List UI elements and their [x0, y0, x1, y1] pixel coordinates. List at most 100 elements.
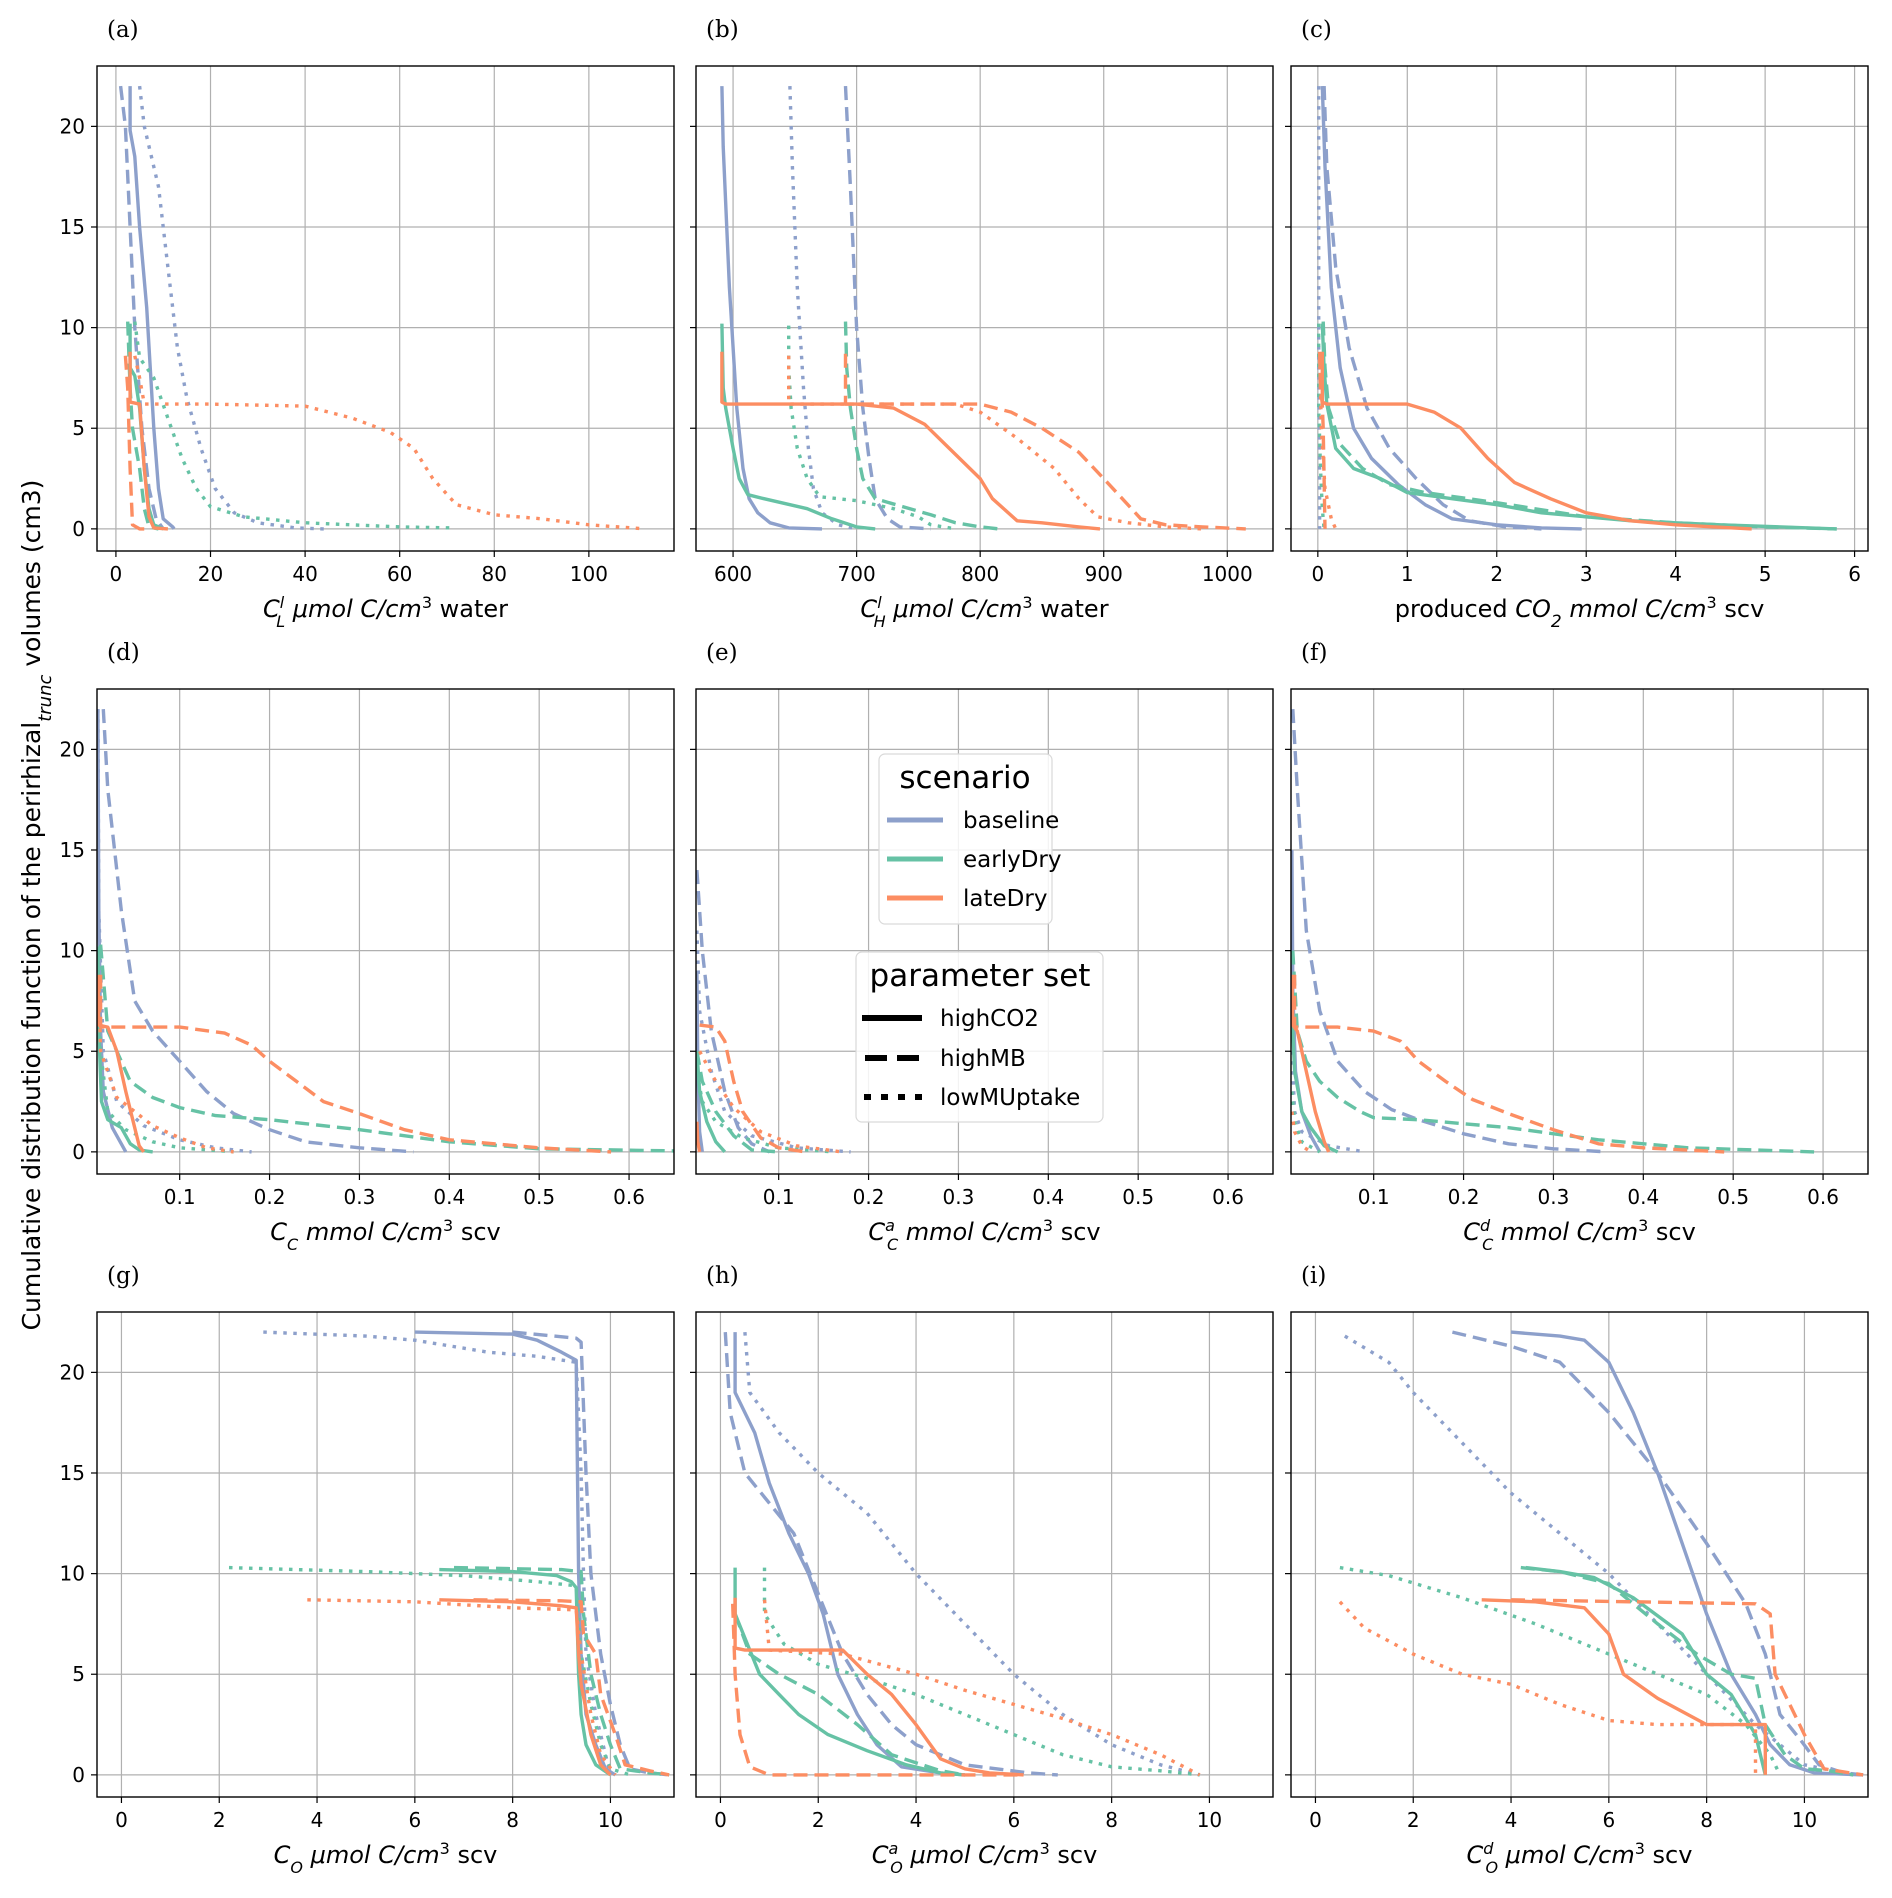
y-tick-label: 15	[60, 215, 85, 239]
panel-label-a: (a)	[107, 17, 139, 43]
x-tick-label: 0.5	[1122, 1185, 1154, 1209]
x-axis-label-f: Cd C mmol C/cm3 scv	[1463, 1216, 1696, 1254]
x-tick-label: 0.3	[943, 1185, 975, 1209]
panel-f: (f) 0.1 0.2 0.3 0.4 0.5 0.6 Cd C mmol C/cm3 scv	[1285, 640, 1869, 1254]
x-tick-label: 10	[1197, 1808, 1222, 1832]
series-baseline-highCO2	[733, 1332, 966, 1777]
series-earlyDry-lowMUptake	[787, 325, 956, 531]
y-tick-label: 10	[60, 1562, 85, 1586]
y-tick-label: 0	[72, 1140, 85, 1164]
panel-label-g: (g)	[107, 1263, 140, 1289]
y-tick-label: 0	[72, 517, 85, 541]
series-earlyDry-highCO2	[720, 323, 876, 531]
series-baseline-highCO2	[414, 1330, 617, 1777]
series-lateDry-highCO2	[1291, 974, 1331, 1153]
x-tick-label: 0.1	[164, 1185, 196, 1209]
x-tick-label: 0.6	[1212, 1185, 1244, 1209]
legend-label-highmb: highMB	[940, 1046, 1026, 1072]
axes-frame	[695, 688, 1274, 1175]
x-tick-label: 1	[1401, 562, 1414, 586]
series-lateDry-lowMUptake	[762, 1599, 1201, 1777]
axes-frame	[695, 65, 1274, 552]
series-lateDry-highMB	[123, 355, 149, 531]
series-baseline-highMB	[696, 869, 771, 1154]
series-earlyDry-highCO2	[696, 1051, 727, 1154]
x-tick-label: 0.1	[1358, 1185, 1390, 1209]
panel-label-f: (f)	[1301, 640, 1327, 666]
legend-label-highco2: highCO2	[940, 1006, 1039, 1032]
x-tick-label: 0	[714, 1808, 727, 1832]
legend-parameter-frame	[855, 951, 1104, 1123]
x-tick-label: 10	[598, 1808, 623, 1832]
panel-label-d: (d)	[107, 640, 140, 666]
y-tick-label: 15	[60, 1461, 85, 1485]
x-tick-label: 8	[1105, 1808, 1118, 1832]
x-tick-label: 100	[570, 562, 608, 586]
axes-frame	[96, 688, 675, 1175]
series-lateDry-highMB	[731, 1603, 1024, 1777]
legend-label-lowmuptake: lowMUptake	[940, 1085, 1080, 1111]
x-tick-label: 6	[1848, 562, 1861, 586]
x-axis-label-b: Cl H μmol C/cm3 water	[860, 593, 1108, 631]
series-lateDry-lowMUptake	[1291, 1111, 1312, 1154]
series-baseline-lowMUptake	[743, 1331, 1201, 1777]
x-tick-label: 0	[115, 1808, 128, 1832]
series-baseline-lowMUptake	[137, 85, 325, 531]
series-group	[1317, 86, 1837, 531]
series-group	[720, 86, 1246, 531]
y-tick-label: 20	[60, 737, 85, 761]
x-tick-label: 60	[387, 562, 412, 586]
series-earlyDry-highMB	[733, 1613, 966, 1777]
plot-area	[1291, 1312, 1868, 1797]
series-earlyDry-lowMUptake	[228, 1565, 631, 1777]
legend-scenario: scenario baseline earlyDry lateDry	[878, 753, 1061, 925]
plot-area	[1291, 689, 1868, 1174]
y-tick-label: 10	[60, 939, 85, 963]
x-tick-label: 0.4	[433, 1185, 465, 1209]
x-tick-label: 0.2	[254, 1185, 286, 1209]
x-tick-label: 4	[910, 1808, 923, 1832]
x-tick-label: 800	[961, 562, 999, 586]
axes-frame	[96, 1311, 675, 1798]
x-tick-label: 0.6	[613, 1185, 645, 1209]
series-baseline-highCO2	[696, 970, 704, 1153]
y-tick-label: 15	[60, 838, 85, 862]
plot-area	[696, 66, 1273, 551]
axes-frame	[1290, 1311, 1869, 1798]
series-group	[723, 1331, 1201, 1777]
series-earlyDry-lowMUptake	[762, 1567, 1200, 1777]
series-lateDry-highMB	[1292, 974, 1725, 1154]
x-tick-label: 900	[1085, 562, 1123, 586]
series-baseline-highCO2	[720, 86, 823, 531]
x-tick-label: 4	[311, 1808, 324, 1832]
x-axis-label-h: Ca O μmol C/cm3 scv	[872, 1839, 1098, 1877]
series-lateDry-lowMUptake	[133, 355, 646, 531]
y-tick-label: 5	[72, 1662, 85, 1686]
x-tick-label: 0.5	[523, 1185, 555, 1209]
x-tick-label: 2	[213, 1808, 226, 1832]
series-baseline-highMB	[1452, 1330, 1864, 1777]
series-baseline-highMB	[843, 86, 931, 531]
series-earlyDry-lowMUptake	[1291, 1091, 1321, 1154]
x-axis-label-g: CO μmol C/cm3 scv	[274, 1839, 498, 1877]
series-baseline-highMB	[1291, 709, 1608, 1154]
panel-g: (g) 0 2 4 6 8 10 0 5 10 15 20 CO μmol C/cm3 scv	[60, 1263, 675, 1877]
series-earlyDry-highMB	[696, 1050, 779, 1154]
panel-h: (h) 0 2 4 6 8 10 Ca O μmol C/cm3 scv	[690, 1263, 1274, 1877]
x-tick-label: 0.3	[1538, 1185, 1570, 1209]
legend-label-latedry: lateDry	[963, 886, 1047, 912]
series-earlyDry-highMB	[1321, 321, 1837, 531]
series-baseline-lowMUptake	[263, 1330, 613, 1776]
series-group	[696, 869, 851, 1154]
x-tick-label: 6	[408, 1808, 421, 1832]
series-lateDry-lowMUptake	[97, 978, 234, 1154]
legend-scenario-title: scenario	[899, 760, 1030, 796]
axes-frame	[96, 65, 675, 552]
x-tick-label: 0.4	[1627, 1185, 1659, 1209]
axes-frame	[695, 1311, 1274, 1798]
x-tick-label: 20	[198, 562, 223, 586]
series-baseline-highMB	[1322, 86, 1542, 531]
series-baseline-highCO2	[128, 86, 176, 530]
x-tick-label: 0.3	[344, 1185, 376, 1209]
